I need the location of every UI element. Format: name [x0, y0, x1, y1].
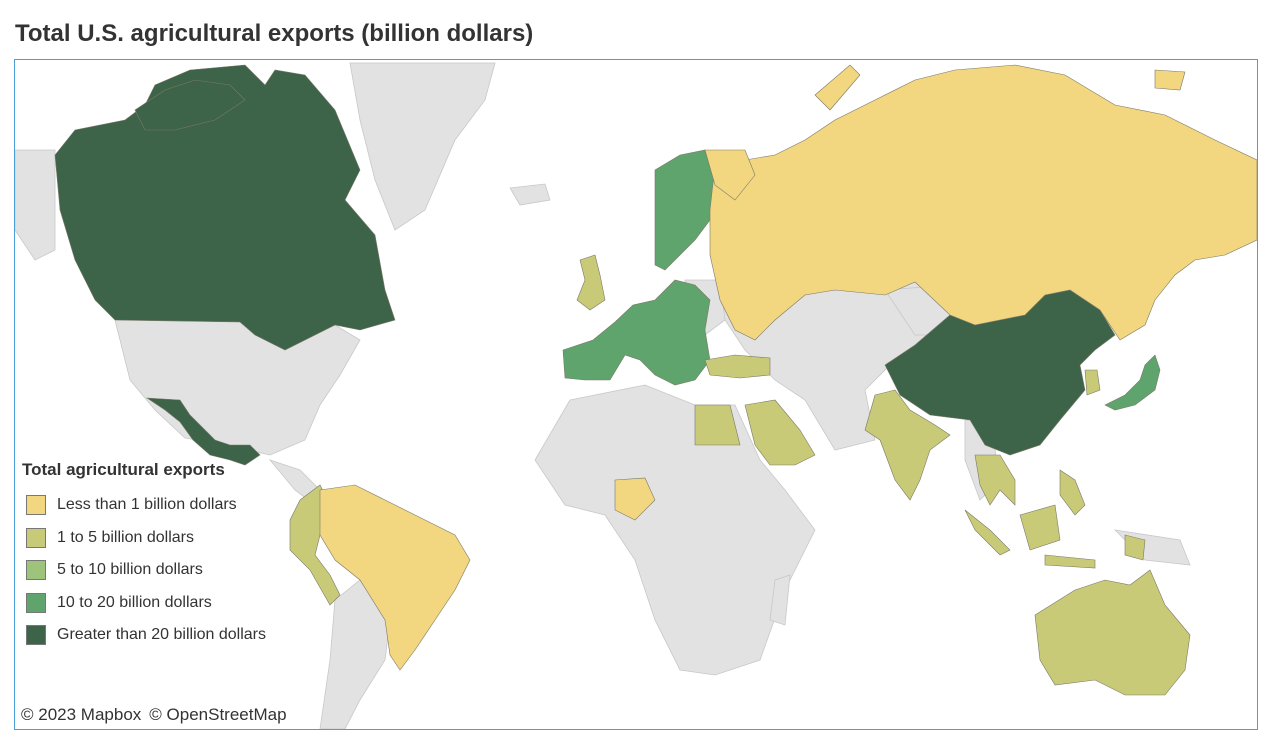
map-view[interactable]: Total agricultural exports Less than 1 b… [14, 59, 1258, 730]
region-saudi-arabia[interactable] [744, 399, 816, 466]
region-russia[interactable] [709, 64, 1257, 341]
region-canada-islands [134, 79, 246, 131]
map-attribution: © 2023 Mapbox © OpenStreetMap [21, 705, 295, 725]
legend-label: 10 to 20 billion dollars [57, 593, 212, 611]
land-usa [114, 319, 361, 456]
region-australia[interactable] [1034, 569, 1191, 696]
region-mexico[interactable] [145, 397, 261, 466]
land-iceland [509, 183, 551, 206]
region-brazil[interactable] [319, 484, 471, 671]
region-yellow-isle [1154, 69, 1186, 91]
region-india[interactable] [864, 389, 951, 501]
legend-item: 5 to 10 billion dollars [22, 554, 266, 587]
mapbox-attribution-link[interactable]: © 2023 Mapbox [21, 705, 142, 724]
legend-swatch [26, 625, 46, 646]
region-nigeria[interactable] [614, 477, 656, 521]
region-united-kingdom[interactable] [576, 254, 606, 311]
land-alaska [15, 149, 56, 261]
legend-item: 10 to 20 billion dollars [22, 587, 266, 620]
land-greenland [349, 62, 496, 231]
legend-item: Greater than 20 billion dollars [22, 619, 266, 652]
legend-swatch [26, 592, 46, 613]
world-map[interactable] [15, 60, 1257, 729]
legend-label: Less than 1 billion dollars [57, 496, 237, 514]
legend-item: 1 to 5 billion dollars [22, 522, 266, 555]
colored-regions [54, 64, 1257, 696]
map-legend: Total agricultural exports Less than 1 b… [22, 460, 266, 652]
region-japan[interactable] [1104, 354, 1161, 411]
region-southeast-asia[interactable] [974, 454, 1016, 506]
osm-attribution-link[interactable]: © OpenStreetMap [149, 705, 287, 724]
region-philippines[interactable] [1059, 469, 1086, 516]
region-norway[interactable] [704, 149, 756, 201]
legend-swatch [26, 495, 46, 516]
legend-swatch [26, 560, 46, 581]
region-egypt[interactable] [694, 404, 741, 446]
region-russia-islands [814, 64, 861, 111]
legend-label: 1 to 5 billion dollars [57, 528, 194, 546]
legend-item: Less than 1 billion dollars [22, 489, 266, 522]
legend-swatch [26, 527, 46, 548]
page-title: Total U.S. agricultural exports (billion… [15, 20, 534, 47]
region-indonesia[interactable] [964, 504, 1146, 569]
region-canada[interactable] [54, 64, 396, 351]
region-sweden-finland[interactable] [654, 149, 716, 271]
legend-label: 5 to 10 billion dollars [57, 561, 203, 579]
legend-title: Total agricultural exports [22, 460, 225, 479]
region-south-korea[interactable] [1084, 369, 1101, 396]
region-turkey[interactable] [704, 354, 771, 379]
legend-label: Greater than 20 billion dollars [57, 626, 267, 644]
land-madagascar [769, 574, 791, 626]
